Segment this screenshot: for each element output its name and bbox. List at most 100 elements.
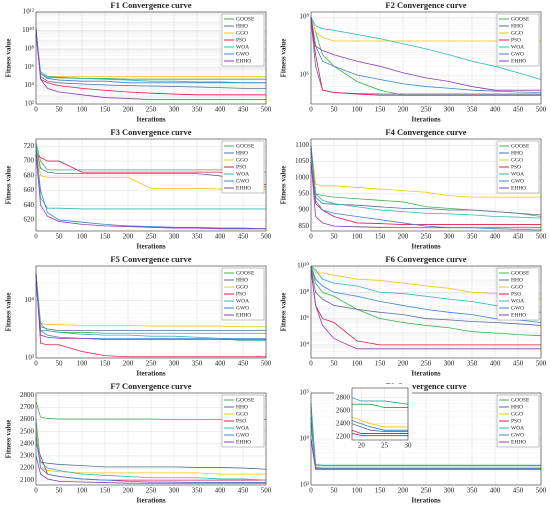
x-tick-label: 150 [100, 487, 111, 495]
x-tick-label: 100 [352, 487, 363, 495]
x-axis-label: Iterations [411, 370, 440, 378]
plot-frame [35, 265, 267, 359]
x-tick-label: 400 [215, 233, 226, 241]
y-tick-label: 1050 [295, 157, 310, 165]
legend-label: WOA [511, 44, 524, 50]
y-tick-label: 10³ [25, 354, 34, 362]
legend-label: GGO [511, 157, 523, 163]
x-tick-label: 400 [490, 233, 501, 241]
y-tick-label: 640 [24, 201, 35, 209]
x-tick-label: 50 [331, 233, 339, 241]
series-line [35, 277, 266, 328]
x-tick-label: 250 [421, 487, 432, 495]
series-line [35, 153, 267, 186]
x-tick-label: 150 [375, 487, 386, 495]
x-tick-label: 350 [467, 233, 478, 241]
series-line [310, 403, 541, 467]
legend-label: GWO [511, 432, 524, 438]
series-line [35, 142, 267, 173]
panel-title: F8 Convergence curve [385, 381, 466, 391]
y-tick-label: 620 [24, 216, 35, 224]
y-tick-label: 10⁵ [300, 389, 310, 397]
x-tick-label: 200 [123, 360, 134, 368]
legend-label: GGO [511, 411, 523, 417]
y-tick-label: 10⁸ [300, 288, 310, 296]
y-tick-label: 10⁶ [25, 63, 35, 71]
panel: 0 50 100 150 200 250 300 350 400 450 500 850 900 950 1… [280, 127, 547, 251]
series-line [310, 265, 542, 323]
inset: 20 25 30 2200 2400 2600 2800 [334, 384, 412, 450]
series-line [35, 35, 266, 89]
x-tick-label: 50 [331, 487, 339, 495]
x-tick-label: 450 [513, 233, 524, 241]
y-tick-label: 10⁶ [300, 71, 310, 79]
legend-label: WOA [511, 425, 524, 431]
series-line [35, 149, 267, 230]
plot-frame [310, 11, 542, 105]
x-tick-label: 100 [352, 233, 363, 241]
plot-frame [35, 138, 267, 232]
y-tick-label: 10⁴ [300, 435, 310, 443]
x-tick-label: 150 [100, 233, 111, 241]
legend-label: GOOSE [511, 143, 530, 149]
x-tick-label: 450 [238, 233, 249, 241]
legend-label: GGO [236, 30, 248, 36]
legend-label: EHHO [236, 312, 251, 318]
y-tick-label: 10⁴ [25, 296, 35, 304]
y-tick-label: 2700 [20, 403, 35, 411]
x-tick-label: 25 [381, 442, 389, 450]
x-tick-label: 150 [375, 233, 386, 241]
series-line [351, 397, 409, 405]
x-tick-label: 350 [467, 360, 478, 368]
legend-label: WOA [236, 44, 249, 50]
y-tick-label: 2600 [336, 406, 351, 414]
x-tick-label: 450 [513, 360, 524, 368]
series-line [35, 273, 266, 358]
x-tick-label: 100 [77, 106, 88, 114]
legend-label: GWO [511, 51, 524, 57]
series-line [35, 146, 266, 190]
series-line [35, 419, 267, 481]
x-tick-label: 500 [261, 106, 272, 114]
legend-label: PSO [511, 37, 521, 43]
x-tick-label: 300 [444, 487, 455, 495]
x-tick-label: 50 [56, 487, 64, 495]
x-tick-label: 300 [444, 106, 455, 114]
y-tick-label: 2100 [20, 476, 35, 484]
series-line [352, 403, 408, 408]
x-tick-label: 450 [238, 360, 249, 368]
x-tick-label: 300 [169, 487, 180, 495]
legend-label: HHO [511, 23, 523, 29]
legend-label: WOA [236, 298, 249, 304]
panel-title: F7 Convergence curve [110, 381, 191, 391]
y-axis-label: Fitness value [5, 293, 13, 332]
x-tick-label: 250 [421, 233, 432, 241]
legend-label: GGO [511, 30, 523, 36]
legend-label: PSO [511, 291, 521, 297]
x-tick-label: 250 [421, 360, 432, 368]
series-line [310, 145, 542, 231]
x-tick-label: 150 [100, 360, 111, 368]
legend-label: GWO [236, 51, 249, 57]
panel-title: F1 Convergence curve [110, 0, 191, 10]
legend-label: GGO [511, 284, 523, 290]
plot-frame [351, 387, 409, 441]
y-tick-label: 2500 [20, 427, 35, 435]
x-tick-label: 350 [192, 487, 203, 495]
legend-label: GOOSE [236, 270, 255, 276]
x-tick-label: 200 [398, 360, 409, 368]
x-tick-label: 250 [146, 487, 157, 495]
legend-label: PSO [511, 418, 521, 424]
x-tick-label: 200 [398, 487, 409, 495]
y-axis-label: Fitness value [5, 420, 13, 459]
legend-label: PSO [511, 164, 521, 170]
legend-label: WOA [511, 171, 524, 177]
series-line [35, 455, 266, 484]
series-line [310, 406, 541, 466]
y-tick-label: 10¹² [23, 8, 34, 16]
y-tick-label: 2600 [20, 415, 35, 423]
x-tick-label: 500 [261, 233, 272, 241]
x-tick-label: 500 [536, 233, 547, 241]
inset-background [334, 384, 412, 450]
x-tick-label: 50 [56, 233, 64, 241]
